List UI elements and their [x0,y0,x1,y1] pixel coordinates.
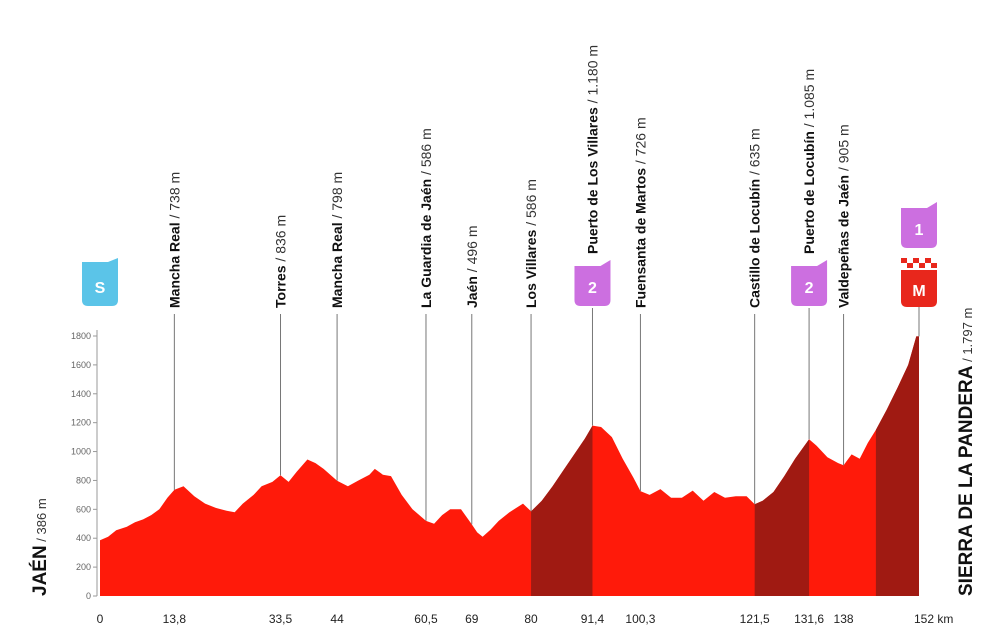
checker-square [901,263,907,268]
waypoint-label: La Guardia de Jaén / 586 m [418,128,434,308]
waypoint-label: Mancha Real / 798 m [329,172,345,308]
x-tick-label: 80 [524,612,538,626]
profile-area [100,336,919,596]
checker-square [913,263,919,268]
checker-square [901,258,907,263]
finish-label: SIERRA DE LA PANDERA / 1.797 m [956,308,977,596]
finish-badge-shape [901,270,937,307]
waypoint-label: Jaén / 496 m [464,225,480,308]
finish-badge-label: M [912,283,925,300]
y-tick-label: 600 [76,504,91,514]
waypoint-label: Valdepeñas de Jaén / 905 m [836,124,852,308]
y-tick-label: 1600 [71,360,91,370]
x-tick-label: 91,4 [581,612,605,626]
waypoint-label: Puerto de Locubín / 1.085 m [801,69,817,254]
x-tick-label: 131,6 [794,612,824,626]
waypoint-label: Los Villares / 586 m [523,179,539,308]
waypoint-label: Castillo de Locubín / 635 m [747,128,763,308]
checker-square [919,258,925,263]
start-marker: S [82,258,118,306]
category-badge-label: 1 [915,222,924,239]
checker-square [931,258,937,263]
y-tick-label: 1200 [71,418,91,428]
checker-square [919,263,925,268]
climb-area [531,425,593,596]
category-badge-shape [791,260,828,306]
x-tick-label: 69 [465,612,479,626]
category-badge-label: 2 [805,280,814,297]
waypoint-label: Puerto de Los Villares / 1.180 m [584,45,600,254]
waypoint-label: Torres / 836 m [273,215,289,308]
y-tick-label: 800 [76,475,91,485]
checker-square [925,258,931,263]
y-tick-label: 200 [76,562,91,572]
y-tick-label: 400 [76,533,91,543]
x-tick-label: 60,5 [414,612,438,626]
checker-square [913,258,919,263]
x-tick-label: 13,8 [163,612,187,626]
x-tick-label: 33,5 [269,612,293,626]
y-tick-label: 1800 [71,331,91,341]
x-tick-label: 121,5 [740,612,770,626]
climb-area [754,439,810,596]
climb-area [875,336,919,596]
x-tick-label: 152 km [914,612,953,626]
y-tick-label: 0 [86,591,91,601]
start-badge-shape [82,258,118,306]
y-tick-label: 1400 [71,389,91,399]
x-tick-label: 100,3 [625,612,655,626]
x-tick-label: 138 [834,612,854,626]
waypoint-label: Fuensanta de Martos / 726 m [632,117,648,308]
category-badge-shape [901,202,937,248]
category-badge-shape [574,260,611,306]
climb-category-badge: 2 [791,260,828,306]
waypoint-label: Mancha Real / 738 m [166,172,182,308]
checker-square [907,263,913,268]
checker-square [931,263,937,268]
finish-category-badge: 1 [901,202,937,248]
start-label: JAÉN / 386 m [29,498,51,596]
climb-category-badge: 2 [574,260,611,306]
x-tick-label: 0 [97,612,104,626]
checker-square [907,258,913,263]
x-tick-label: 44 [330,612,344,626]
y-tick-label: 1000 [71,447,91,457]
finish-badge: M [901,258,937,307]
category-badge-label: 2 [588,280,597,297]
start-badge-label: S [95,280,106,297]
checker-square [925,263,931,268]
